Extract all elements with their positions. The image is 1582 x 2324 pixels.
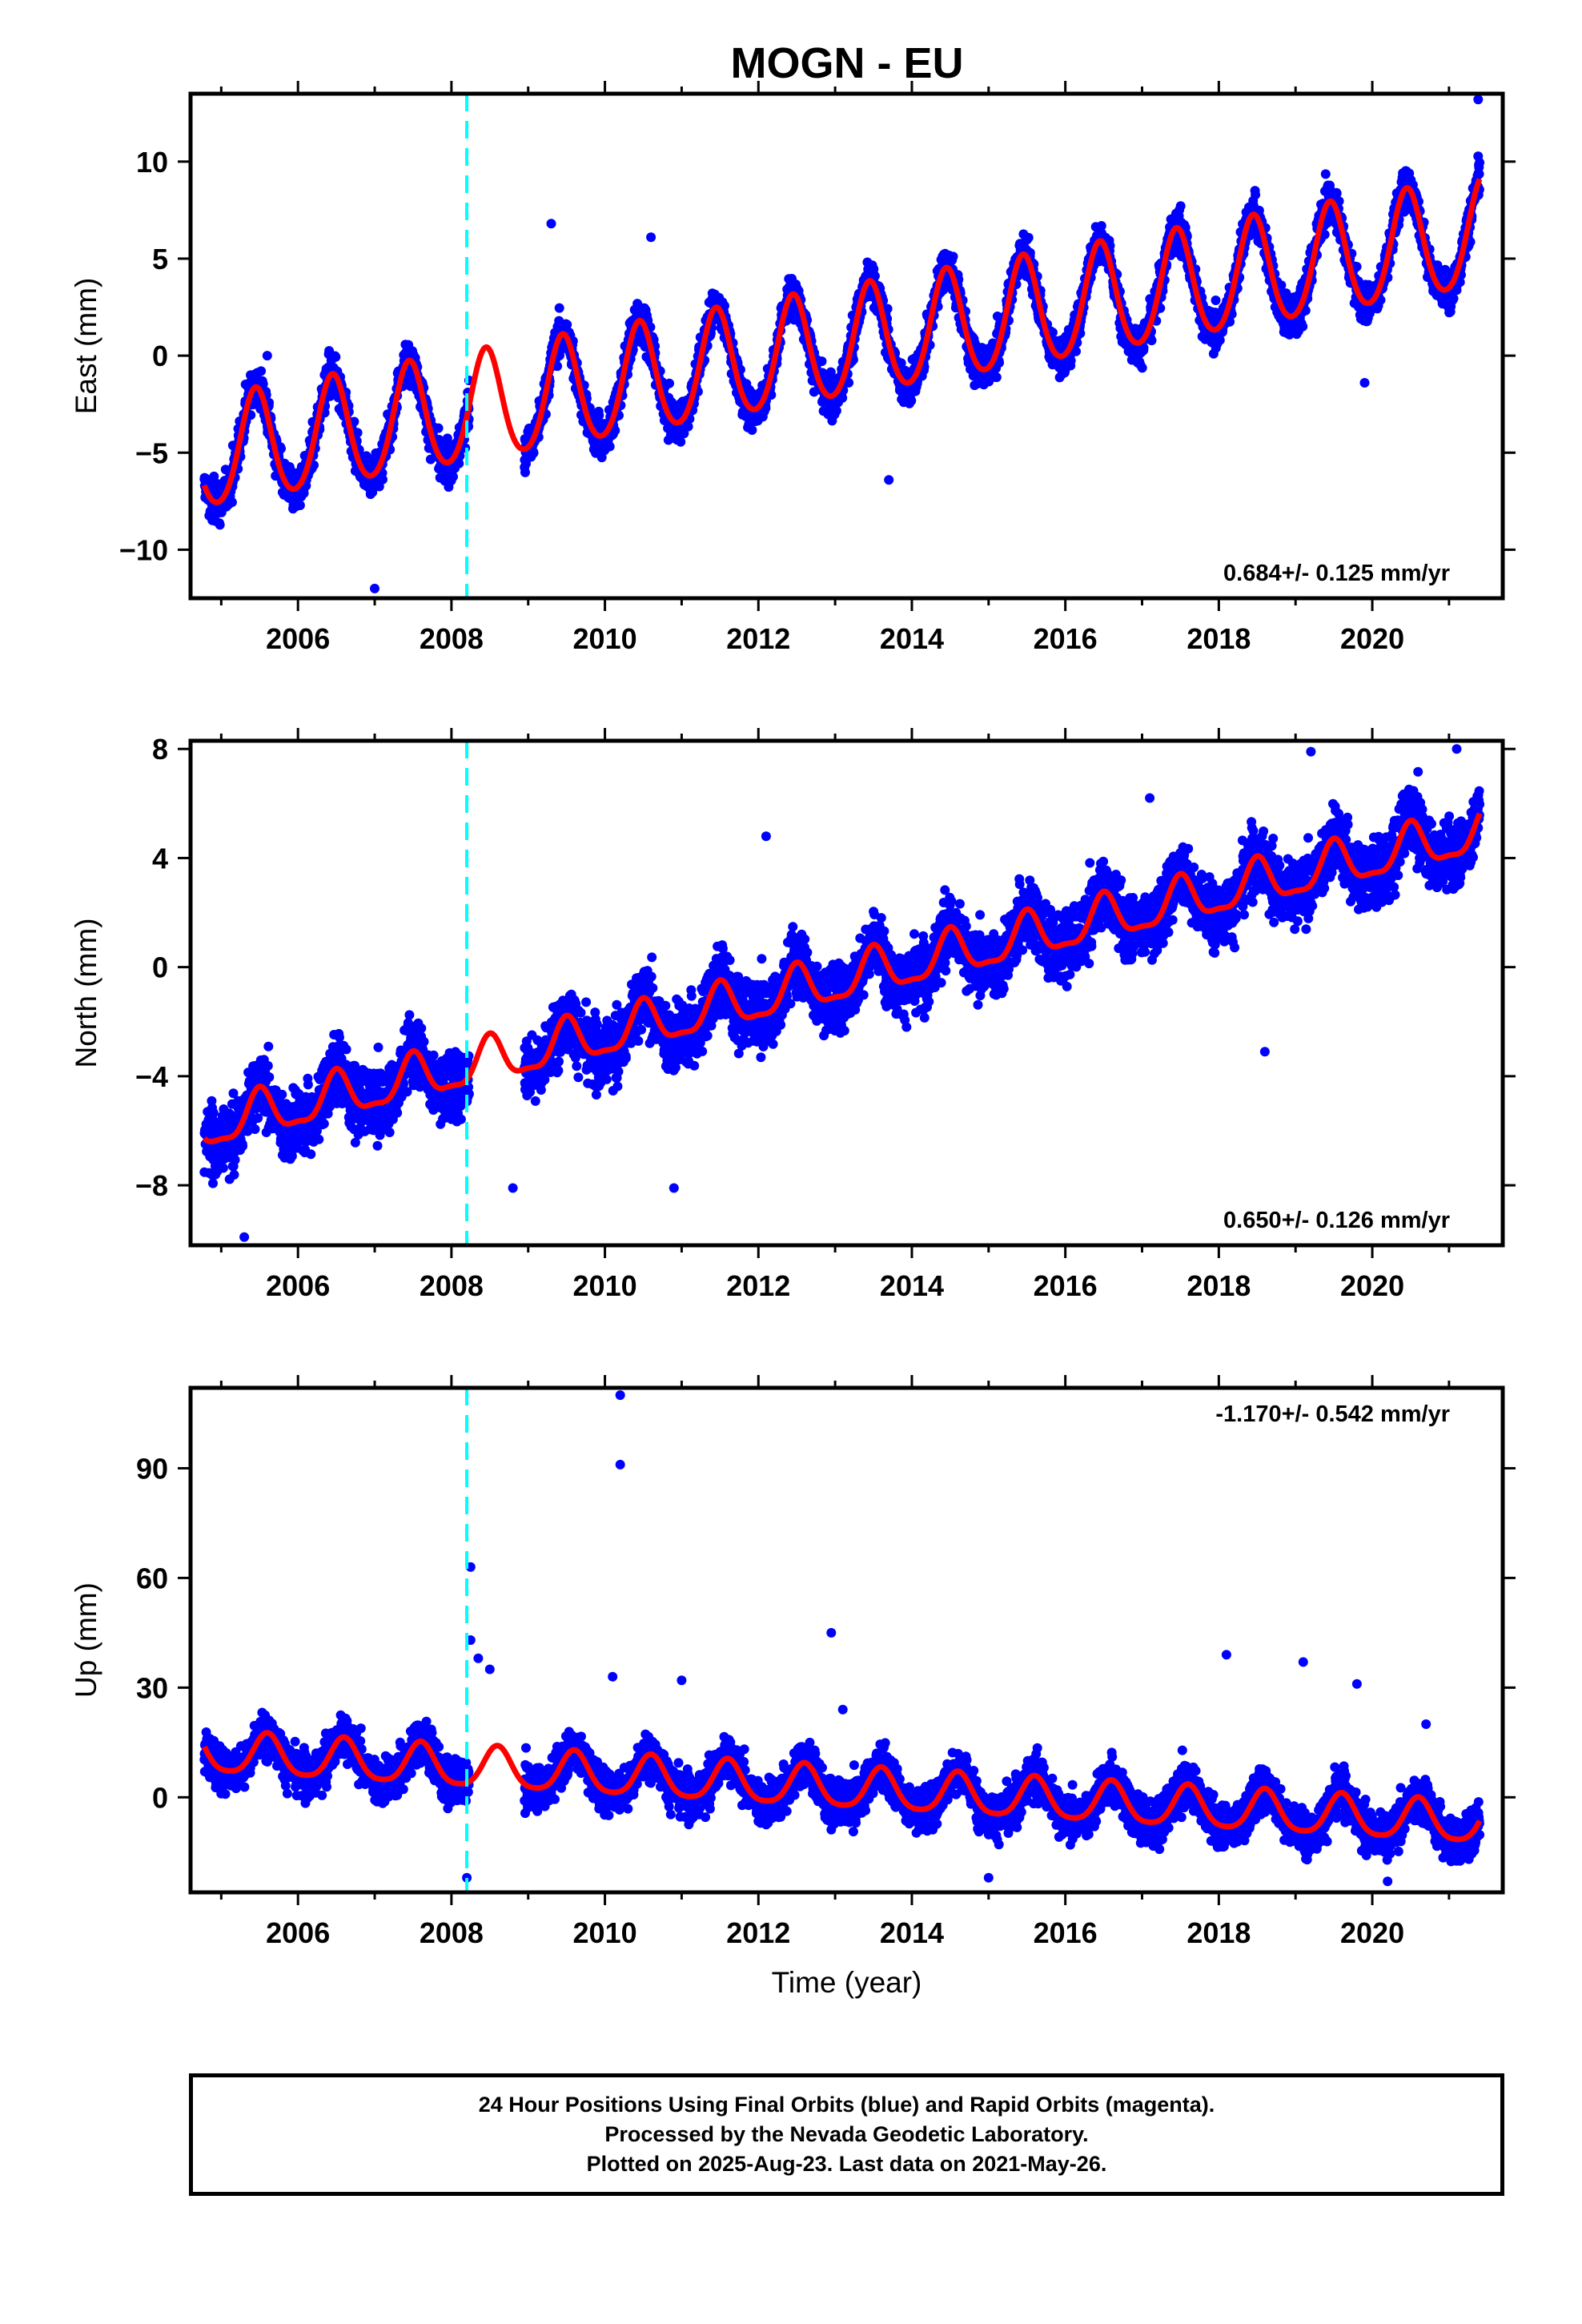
data-point — [683, 421, 693, 432]
data-point — [720, 300, 729, 311]
data-point — [299, 488, 309, 498]
data-point — [817, 356, 827, 367]
data-points — [199, 94, 1485, 593]
data-point — [552, 361, 563, 372]
data-point — [610, 425, 620, 436]
data-point — [906, 396, 917, 406]
data-point — [433, 423, 444, 433]
data-point — [1146, 336, 1157, 346]
data-point — [761, 403, 771, 413]
data-point — [948, 251, 958, 262]
chart-canvas: 2006 2008 2010 2012 2014 2016 2018 2020−10−5051… — [70, 39, 1516, 1999]
data-point — [844, 377, 854, 388]
data-point — [554, 303, 564, 313]
data-point — [448, 472, 458, 482]
data-point — [1298, 321, 1308, 332]
data-point — [831, 405, 841, 416]
data-point — [378, 474, 387, 485]
data-point — [837, 392, 848, 403]
data-point — [209, 471, 219, 481]
data-point — [520, 467, 530, 477]
data-point — [665, 378, 674, 388]
data-point — [896, 358, 906, 368]
data-point — [352, 428, 363, 438]
data-point — [1137, 363, 1147, 373]
data-point — [1071, 346, 1081, 356]
data-point — [276, 444, 286, 454]
data-point — [604, 441, 615, 452]
data-point — [1023, 232, 1034, 243]
panel-1: 2006 2008 2010 2012 2014 2016 2018 2020−10−5051… — [70, 81, 1516, 655]
data-point — [869, 271, 880, 281]
data-point — [454, 458, 464, 468]
data-point — [295, 501, 305, 510]
data-point — [1175, 201, 1186, 211]
data-point — [991, 372, 1002, 383]
data-point — [215, 520, 225, 530]
data-point — [1066, 356, 1076, 366]
data-point — [258, 379, 268, 389]
data-point — [349, 416, 359, 427]
data-point — [1251, 190, 1261, 200]
data-point — [1211, 296, 1221, 305]
data-point — [256, 366, 267, 376]
data-point — [562, 320, 572, 330]
data-point — [331, 352, 341, 362]
data-point — [747, 425, 757, 435]
data-point — [596, 452, 607, 463]
data-point — [227, 497, 237, 508]
data-point — [367, 487, 378, 497]
data-point — [882, 304, 893, 314]
data-point — [528, 448, 539, 458]
data-point — [594, 410, 604, 420]
data-point — [676, 436, 686, 447]
data-point — [1320, 169, 1331, 179]
